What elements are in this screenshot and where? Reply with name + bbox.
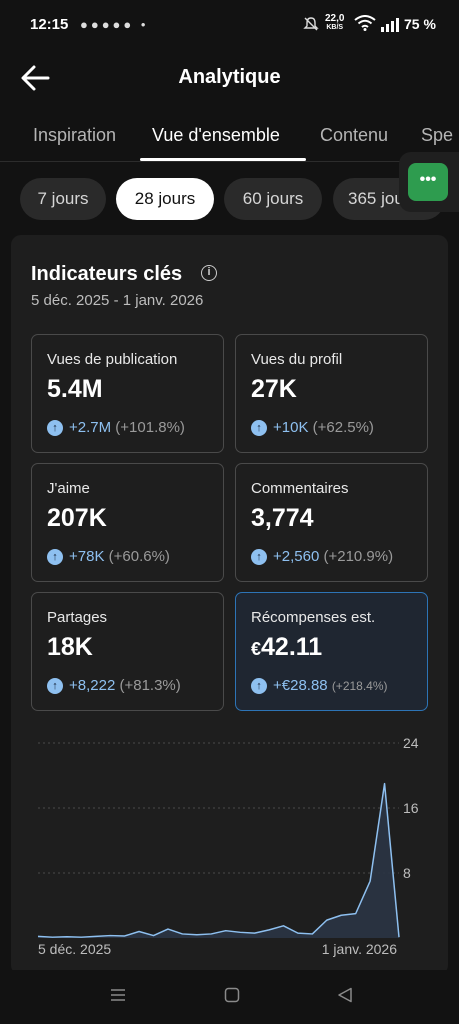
more-options-button[interactable]: ••• [408, 163, 448, 201]
signal-icon [381, 18, 399, 32]
delta-percent: (+60.6%) [108, 548, 170, 565]
info-icon[interactable]: i [201, 265, 217, 281]
arrow-up-icon: ↑ [47, 678, 63, 694]
metric-delta: ↑ +78K (+60.6%) [47, 548, 170, 565]
metric-label: Vues du profil [251, 351, 343, 368]
metric-comments[interactable]: Commentaires 3,774 ↑ +2,560 (+210.9%) [235, 463, 428, 582]
x-tick-label: 1 janv. 2026 [322, 941, 397, 957]
metric-delta: ↑ +2,560 (+210.9%) [251, 548, 393, 565]
x-tick-label: 5 déc. 2025 [38, 941, 111, 957]
y-tick-label: 16 [403, 800, 419, 816]
delta-absolute: +10K [273, 419, 309, 436]
chip-28-days[interactable]: 28 jours [116, 178, 214, 220]
wifi-icon [354, 15, 376, 31]
chip-60-days[interactable]: 60 jours [224, 178, 322, 220]
page-title: Analytique [178, 66, 281, 88]
system-nav-bar [0, 970, 459, 1024]
network-speed: 22,0 KB/S [325, 14, 344, 32]
back-nav-icon[interactable] [337, 987, 353, 1003]
app-header: Analytique [0, 54, 459, 104]
active-tab-indicator [140, 158, 306, 161]
metric-likes[interactable]: J'aime 207K ↑ +78K (+60.6%) [31, 463, 224, 582]
chart-area [38, 783, 399, 938]
tab-bar: Inspiration Vue d'ensemble Contenu Spe [0, 112, 459, 162]
metric-shares[interactable]: Partages 18K ↑ +8,222 (+81.3%) [31, 592, 224, 711]
y-tick-label: 8 [403, 865, 411, 881]
delta-percent: (+101.8%) [115, 419, 185, 436]
metric-value: 18K [47, 633, 93, 661]
arrow-up-icon: ↑ [251, 420, 267, 436]
card-title: Indicateurs clés [31, 263, 183, 285]
back-arrow-icon[interactable] [20, 64, 52, 92]
status-time: 12:15 [30, 16, 69, 33]
metric-value: €42.11 [251, 633, 322, 662]
date-range: 5 déc. 2025 - 1 janv. 2026 [31, 292, 204, 309]
arrow-up-icon: ↑ [47, 420, 63, 436]
metric-value: 5.4M [47, 375, 103, 403]
arrow-up-icon: ↑ [251, 678, 267, 694]
net-speed-value: 22,0 [325, 13, 345, 24]
tab-content[interactable]: Contenu [320, 125, 389, 145]
battery-level: 75 % [404, 16, 436, 32]
metric-delta: ↑ +10K (+62.5%) [251, 419, 374, 436]
metric-profile-views[interactable]: Vues du profil 27K ↑ +10K (+62.5%) [235, 334, 428, 453]
delta-absolute: +2,560 [273, 548, 320, 565]
key-indicators-card: Indicateurs clés i 5 déc. 2025 - 1 janv.… [11, 235, 448, 975]
delta-absolute: +2.7M [69, 419, 112, 436]
mute-icon [303, 17, 319, 31]
status-bar: 12:15 ●●●●● • 22,0 KB/S 75 % [0, 0, 459, 48]
metric-delta: ↑ +8,222 (+81.3%) [47, 677, 181, 694]
delta-absolute: +78K [69, 548, 105, 565]
recent-apps-icon[interactable] [110, 987, 126, 1003]
rewards-trend-chart: 24 16 8 5 déc. 2025 1 janv. 2026 [37, 735, 419, 957]
tab-spectators[interactable]: Spe [421, 125, 454, 145]
chart-line [37, 782, 400, 938]
y-tick-label: 24 [403, 735, 419, 751]
metric-post-views[interactable]: Vues de publication 5.4M ↑ +2.7M (+101.8%… [31, 334, 224, 453]
metric-label: Récompenses est. [251, 609, 376, 626]
metric-label: Partages [47, 609, 108, 626]
metric-label: Vues de publication [47, 351, 178, 368]
tab-inspiration[interactable]: Inspiration [33, 125, 117, 145]
arrow-up-icon: ↑ [251, 549, 267, 565]
metric-value: 27K [251, 375, 297, 403]
delta-percent: (+210.9%) [323, 548, 394, 565]
chip-7-days[interactable]: 7 jours [20, 178, 106, 220]
metric-estimated-rewards[interactable]: Récompenses est. €42.11 ↑ +€28.88 (+218.4… [235, 592, 428, 711]
metric-delta: ↑ +2.7M (+101.8%) [47, 419, 185, 436]
metric-value-number: 42.11 [261, 633, 323, 661]
metric-value: 207K [47, 504, 107, 532]
delta-absolute: +€28.88 [273, 677, 328, 694]
floating-panel: ••• [399, 152, 459, 212]
metric-label: Commentaires [251, 480, 349, 497]
tab-overview[interactable]: Vue d'ensemble [152, 125, 280, 145]
delta-percent: (+218.4%) [331, 679, 388, 693]
delta-percent: (+81.3%) [119, 677, 181, 694]
net-speed-unit: KB/S [326, 24, 344, 31]
metric-label: J'aime [47, 480, 90, 497]
arrow-up-icon: ↑ [47, 549, 63, 565]
currency-symbol: € [251, 639, 262, 659]
metric-value: 3,774 [251, 504, 314, 532]
delta-percent: (+62.5%) [312, 419, 374, 436]
delta-absolute: +8,222 [69, 677, 116, 694]
notification-icons: ●●●●● • [80, 17, 149, 32]
home-icon[interactable] [224, 987, 240, 1003]
metric-delta: ↑ +€28.88 (+218.4%) [251, 677, 388, 694]
